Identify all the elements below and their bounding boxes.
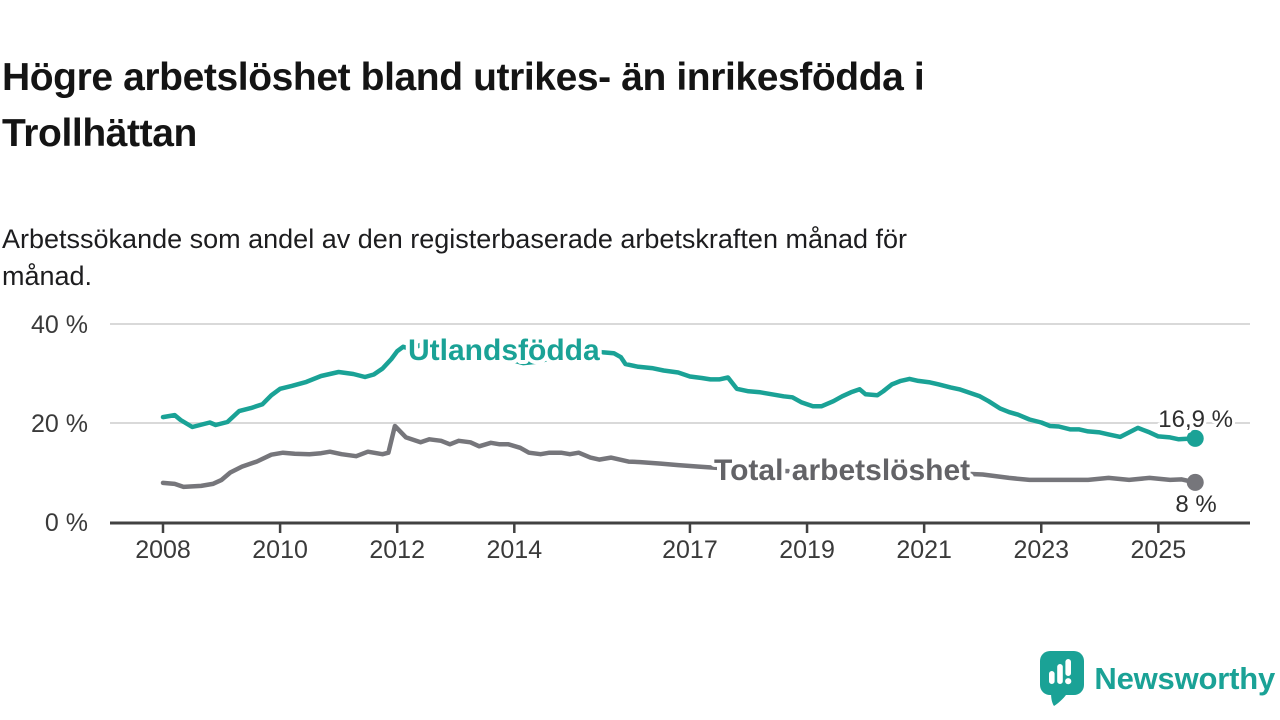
series-end-value-utlandsfodda: 16,9 % [1158,406,1233,433]
page-subtitle: Arbetssökande som andel av den registerb… [2,224,908,291]
y-tick-label-20: 20 % [31,410,88,438]
newsworthy-logo: Newsworthy [1039,650,1275,707]
page-title: Högre arbetslöshet bland utrikes- än inr… [2,56,925,156]
series-end-dot-total [1186,473,1204,491]
newsworthy-logo-text: Newsworthy [1094,660,1275,696]
series-line-utlandsfodda [160,342,1198,442]
series-label-total: Total arbetslöshet [714,454,970,487]
x-tick-label-2019: 2019 [779,536,835,564]
x-tick-label-2021: 2021 [896,536,952,564]
y-tick-label-40: 40 % [31,311,88,339]
x-tick-label-2012: 2012 [369,536,425,564]
series-label-utlandsfodda: Utlandsfödda [408,334,600,367]
y-tick-label-0: 0 % [45,509,88,537]
x-tick-label-2025: 2025 [1131,536,1187,564]
x-tick-label-2017: 2017 [662,536,718,564]
x-tick-label-2023: 2023 [1013,536,1069,564]
series-end-value-total: 8 % [1175,491,1216,518]
series-end-dot-utlandsfodda [1186,429,1204,447]
x-tick-label-2010: 2010 [252,536,308,564]
series-line-total [160,423,1198,490]
x-tick-label-2008: 2008 [135,536,191,564]
newsworthy-logo-icon [1040,651,1085,706]
x-tick-label-2014: 2014 [486,536,542,564]
